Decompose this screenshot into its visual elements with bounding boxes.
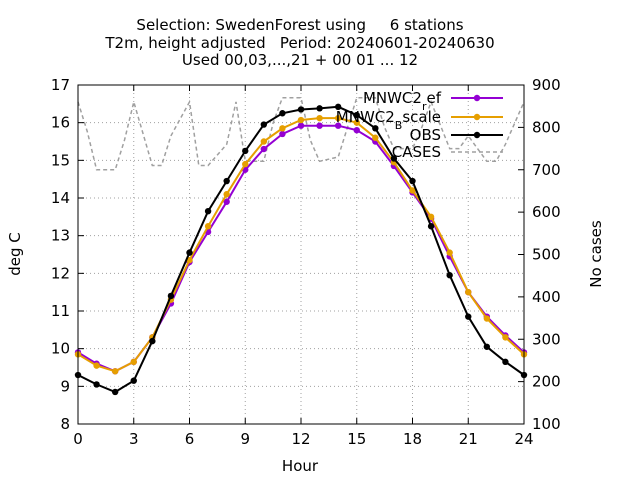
data-point-obs <box>316 105 323 112</box>
data-point-mnwc2-bscale <box>130 358 137 366</box>
data-point-obs <box>353 111 360 119</box>
data-point-obs <box>260 121 268 128</box>
x-tick-label: 12 <box>291 430 310 448</box>
y-tick-label: 14 <box>51 189 70 207</box>
data-point-obs <box>390 155 398 162</box>
data-point-mnwc2-bscale <box>279 125 286 132</box>
x-tick-label: 21 <box>459 430 478 448</box>
y2-tick-label: 500 <box>532 246 561 264</box>
y-axis-label-left: deg C <box>6 232 24 276</box>
y-tick-label: 17 <box>51 76 70 94</box>
data-point-obs <box>149 337 156 345</box>
data-point-mnwc2-bscale <box>372 134 379 141</box>
y2-tick-label: 700 <box>532 161 561 179</box>
x-axis-label: Hour <box>282 457 319 475</box>
data-point-obs <box>204 207 212 215</box>
title-line-1: Selection: SwedenForest using 6 stations <box>136 16 463 34</box>
x-tick-label: 15 <box>347 430 366 448</box>
y-axis-left: 8 9 10 11 12 13 14 15 16 17 <box>51 76 84 433</box>
x-tick-label: 18 <box>403 430 422 448</box>
data-point-obs <box>446 272 453 279</box>
data-point-mnwc2-bscale <box>427 213 435 221</box>
y2-tick-label: 200 <box>532 373 561 391</box>
data-point-mnwc2-bscale <box>93 362 100 369</box>
title-line-2: T2m, height adjusted Period: 20240601-20… <box>104 34 494 52</box>
data-point-mnwc2-ref <box>297 122 305 129</box>
y2-tick-label: 300 <box>532 330 561 348</box>
data-point-mnwc2-bscale <box>223 191 230 198</box>
data-point-mnwc2-bscale <box>260 138 268 145</box>
x-tick-label: 0 <box>73 430 83 448</box>
title-line-3: Used 00,03,...,21 + 00 01 ... 12 <box>182 51 418 69</box>
data-point-mnwc2-bscale <box>409 187 416 194</box>
y-tick-label: 12 <box>51 264 70 282</box>
data-point-mnwc2-ref <box>334 122 342 129</box>
chart-title: Selection: SwedenForest using 6 stations… <box>104 16 494 69</box>
x-tick-label: 6 <box>185 430 195 448</box>
series-line-cases <box>77 96 525 171</box>
data-point-obs <box>297 106 305 113</box>
data-point-obs <box>409 177 416 185</box>
data-point-mnwc2-bscale <box>297 116 305 124</box>
data-point-mnwc2-bscale <box>316 114 323 122</box>
y2-tick-label: 600 <box>532 203 561 221</box>
y2-tick-label: 400 <box>532 288 561 306</box>
data-point-mnwc2-bscale <box>465 288 472 296</box>
data-point-mnwc2-bscale <box>111 368 119 375</box>
data-point-mnwc2-bscale <box>353 119 360 126</box>
data-point-mnwc2-ref <box>353 127 360 134</box>
data-point-mnwc2-ref <box>223 198 230 205</box>
data-point-obs <box>427 223 435 230</box>
data-point-mnwc2-bscale <box>446 249 453 256</box>
data-point-obs <box>279 110 286 117</box>
legend-marker-obs <box>473 131 481 139</box>
data-point-mnwc2-ref <box>260 145 268 153</box>
legend-label-mnwc2-bscale: MNWC2Bscale <box>336 108 441 132</box>
data-point-obs <box>223 177 230 185</box>
legend-marker-mnwc2-ref <box>473 94 481 102</box>
data-point-obs <box>167 292 175 300</box>
data-point-mnwc2-ref <box>316 122 323 129</box>
legend-marker-mnwc2-bscale <box>473 113 481 121</box>
y-tick-label: 8 <box>60 415 70 433</box>
data-point-obs <box>372 125 379 132</box>
data-point-mnwc2-ref <box>279 130 286 138</box>
data-point-mnwc2-bscale <box>204 223 212 230</box>
y-tick-label: 10 <box>51 340 70 358</box>
series-line-mnwc2-ref <box>77 124 525 373</box>
x-axis: 0 3 6 9 12 15 18 21 24 <box>73 85 534 448</box>
y-tick-label: 15 <box>51 151 70 169</box>
y-tick-label: 13 <box>51 227 70 245</box>
y-tick-label: 9 <box>60 377 70 395</box>
x-tick-label: 3 <box>129 430 139 448</box>
data-point-mnwc2-bscale <box>502 334 509 341</box>
y2-tick-label: 100 <box>532 415 561 433</box>
series-layer <box>74 96 528 396</box>
data-point-obs <box>334 103 342 111</box>
y-axis-label-right: No cases <box>587 220 605 288</box>
y-tick-label: 11 <box>51 302 70 320</box>
data-point-mnwc2-bscale <box>483 315 491 322</box>
data-point-obs <box>186 249 193 256</box>
y2-tick-label: 800 <box>532 118 561 136</box>
data-point-obs <box>465 313 472 320</box>
legend-label-obs: OBS <box>410 126 441 144</box>
data-point-obs <box>483 343 491 350</box>
data-point-obs <box>242 147 249 155</box>
data-point-obs <box>93 381 100 388</box>
y-axis-right: 100 200 300 400 500 600 700 800 900 <box>518 76 561 433</box>
x-tick-label: 9 <box>240 430 250 448</box>
y2-tick-label: 900 <box>532 76 561 94</box>
data-point-mnwc2-bscale <box>334 114 342 122</box>
gridlines <box>78 85 524 424</box>
data-point-mnwc2-bscale <box>242 160 249 168</box>
data-point-obs <box>111 388 119 396</box>
x-tick-label: 24 <box>514 430 533 448</box>
data-point-obs <box>130 377 137 384</box>
y-tick-label: 16 <box>51 114 70 132</box>
legend-label-cases: CASES <box>392 143 441 161</box>
data-point-obs <box>502 358 509 366</box>
